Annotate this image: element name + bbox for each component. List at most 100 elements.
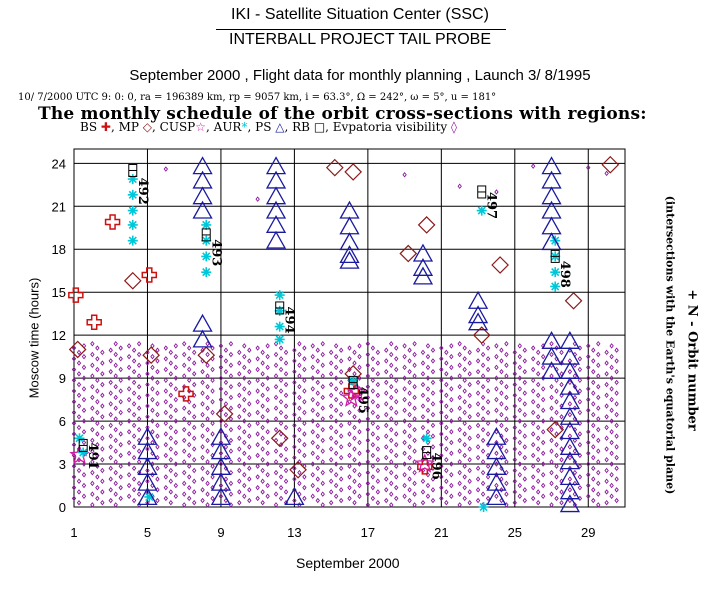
- ps-triangle-marker: [559, 406, 581, 425]
- evpatoria-marker: [247, 368, 252, 375]
- evpatoria-marker: [200, 476, 205, 482]
- evpatoria-marker: [163, 356, 169, 362]
- evpatoria-marker: [192, 478, 197, 484]
- evpatoria-marker: [357, 439, 362, 446]
- evpatoria-marker: [265, 396, 270, 403]
- evpatoria-marker: [255, 377, 260, 383]
- evpatoria-marker: [131, 347, 137, 353]
- evpatoria-marker: [554, 399, 559, 405]
- evpatoria-marker: [205, 362, 210, 368]
- evpatoria-marker: [126, 439, 132, 446]
- evpatoria-marker: [485, 420, 491, 426]
- legend-label-evpatoria: Evpatoria visibility: [332, 120, 448, 134]
- evpatoria-marker: [155, 454, 160, 461]
- ps-triangle-marker: [467, 305, 489, 324]
- evpatoria-marker: [118, 399, 123, 405]
- evpatoria-marker: [475, 401, 481, 407]
- evpatoria-marker: [182, 351, 187, 358]
- evpatoria-marker: [494, 407, 499, 414]
- ps-triangle-marker: [137, 426, 158, 445]
- evpatoria-marker: [95, 431, 100, 437]
- evpatoria-marker: [559, 371, 564, 377]
- evpatoria-marker: [100, 349, 105, 356]
- evpatoria-marker: [150, 418, 155, 424]
- evpatoria-marker: [228, 469, 234, 476]
- evpatoria-marker: [310, 343, 315, 349]
- evpatoria-marker: [394, 452, 399, 459]
- evpatoria-marker: [375, 489, 381, 495]
- evpatoria-marker: [163, 441, 169, 448]
- evpatoria-marker: [200, 422, 205, 429]
- evpatoria-marker: [218, 461, 224, 467]
- evpatoria-marker: [530, 163, 536, 169]
- evpatoria-marker: [591, 368, 596, 375]
- evpatoria-marker: [145, 403, 150, 409]
- evpatoria-marker: [113, 448, 118, 454]
- evpatoria-marker: [375, 371, 381, 377]
- evpatoria-marker: [596, 459, 601, 465]
- cusp-star-marker: [414, 453, 435, 473]
- evpatoria-marker: [338, 465, 344, 472]
- evpatoria-marker: [609, 418, 614, 424]
- evpatoria-marker: [71, 474, 77, 480]
- evpatoria-marker: [265, 472, 270, 478]
- evpatoria-marker: [462, 431, 467, 437]
- evpatoria-marker: [540, 472, 546, 478]
- evpatoria-marker: [549, 341, 554, 347]
- evpatoria-marker: [242, 461, 247, 467]
- evpatoria-marker: [187, 441, 192, 448]
- evpatoria-marker: [540, 407, 546, 414]
- evpatoria-marker: [384, 444, 389, 450]
- evpatoria-marker: [145, 435, 150, 441]
- evpatoria-marker: [572, 502, 578, 508]
- evpatoria-marker: [247, 347, 252, 353]
- evpatoria-marker: [370, 452, 376, 459]
- evpatoria-marker: [200, 379, 205, 386]
- y-tick-label: 24: [52, 156, 66, 171]
- evpatoria-marker: [338, 358, 344, 364]
- evpatoria-marker: [302, 452, 307, 459]
- evpatoria-marker: [457, 469, 462, 476]
- evpatoria-marker: [278, 495, 284, 502]
- evpatoria-marker: [554, 409, 559, 416]
- evpatoria-marker: [512, 381, 517, 388]
- evpatoria-marker: [475, 411, 481, 418]
- ps-triangle-marker: [265, 215, 287, 233]
- evpatoria-marker: [512, 457, 517, 463]
- evpatoria-marker: [113, 459, 118, 465]
- evpatoria-marker: [494, 375, 499, 381]
- evpatoria-marker: [182, 373, 187, 379]
- evpatoria-marker: [278, 463, 284, 469]
- evpatoria-marker: [504, 437, 509, 444]
- ps-triangle-marker: [541, 200, 562, 219]
- aur-asterisk-marker: [478, 502, 489, 512]
- evpatoria-marker: [131, 358, 137, 364]
- evpatoria-marker: [113, 480, 118, 487]
- evpatoria-marker: [572, 437, 578, 444]
- evpatoria-marker: [210, 431, 215, 437]
- evpatoria-marker: [540, 353, 546, 360]
- evpatoria-marker: [255, 409, 260, 416]
- evpatoria-marker: [173, 375, 179, 381]
- evpatoria-marker: [577, 474, 583, 480]
- evpatoria-marker: [352, 424, 357, 431]
- evpatoria-marker: [444, 457, 449, 463]
- ps-triangle-marker: [192, 170, 213, 189]
- evpatoria-marker: [168, 349, 174, 356]
- evpatoria-marker: [126, 493, 132, 499]
- evpatoria-marker: [384, 358, 389, 364]
- evpatoria-marker: [192, 435, 197, 441]
- evpatoria-marker: [223, 476, 229, 482]
- evpatoria-marker: [273, 373, 279, 379]
- evpatoria-marker: [273, 459, 279, 465]
- evpatoria-marker: [292, 433, 297, 439]
- evpatoria-marker: [389, 341, 394, 347]
- evpatoria-marker: [95, 441, 100, 448]
- evpatoria-marker: [540, 482, 546, 489]
- evpatoria-marker: [333, 364, 339, 371]
- evpatoria-marker: [609, 461, 614, 467]
- evpatoria-marker: [394, 345, 399, 351]
- evpatoria-marker: [444, 435, 449, 441]
- evpatoria-marker: [310, 407, 315, 414]
- evpatoria-marker: [302, 409, 307, 416]
